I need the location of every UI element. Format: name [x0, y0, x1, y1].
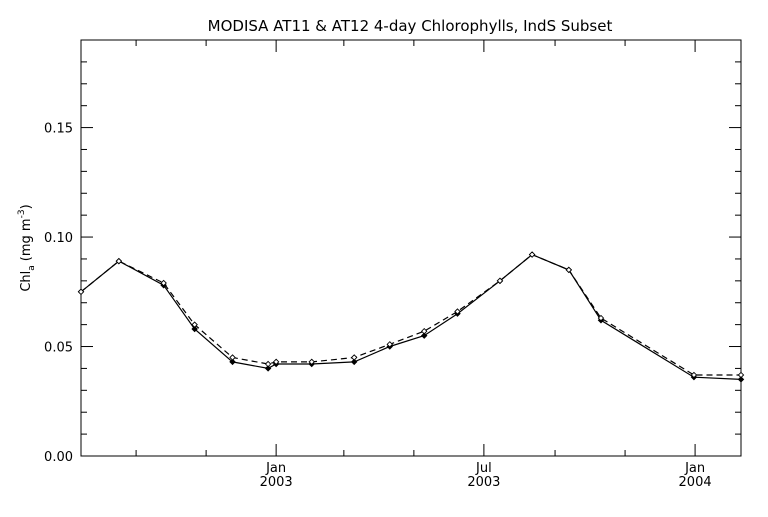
data-point-dashed-series [77, 288, 85, 296]
y-axis-label-close: ) [19, 204, 34, 209]
x-tick-year-label: 2003 [467, 475, 500, 490]
series-line-solid [80, 253, 742, 380]
y-tick-label: 0.05 [44, 341, 73, 356]
data-point-solid-series [229, 358, 236, 366]
data-point-dashed-series [528, 251, 536, 258]
data-point-dashed-series [229, 354, 236, 361]
data-point-dashed-series [264, 360, 272, 368]
data-point-dashed-series [386, 341, 394, 348]
y-tick-label: 0.10 [44, 231, 73, 246]
svg-text:Chla(mg m-3): Chla (mg m-3) [17, 204, 37, 291]
plot-frame [80, 39, 742, 457]
data-point-dashed-series [308, 358, 315, 366]
y-tick-label: 0.15 [44, 122, 73, 137]
x-tick-month-label: Jul [475, 461, 492, 476]
y-axis-label-main: Chl [19, 271, 34, 292]
data-point-dashed-series [160, 279, 167, 287]
data-point-dashed-series [115, 257, 123, 265]
data-point-dashed-series [191, 321, 198, 328]
data-point-dashed-series [496, 277, 504, 285]
data-point-solid-series [264, 365, 272, 372]
y-tick-label: 0.00 [44, 450, 73, 465]
data-point-dashed-series [597, 314, 605, 322]
data-point-dashed-series [350, 354, 358, 361]
data-point-solid-series [420, 332, 428, 339]
x-tick-month-label: Jan [684, 461, 705, 476]
data-point-dashed-series [737, 371, 745, 379]
chart-title: MODISA AT11 & AT12 4-day Chlorophylls, I… [208, 17, 613, 35]
x-tick-year-label: 2003 [260, 475, 293, 490]
x-tick-month-label: Jan [265, 461, 286, 476]
x-tick-year-label: 2004 [679, 475, 712, 490]
y-axis-label-unit: (mg m [19, 218, 34, 261]
y-axis-label-subscript: a [27, 265, 37, 271]
data-point-dashed-series [272, 358, 280, 366]
data-point-solid-series [737, 376, 745, 383]
data-point-dashed-series [454, 308, 461, 315]
data-point-dashed-series [565, 266, 573, 274]
y-axis-label: Chla (mg m-3) [17, 204, 37, 291]
series-layer [77, 251, 745, 383]
data-point-dashed-series [690, 371, 698, 379]
y-axis-label-superscript: -3 [17, 209, 27, 218]
data-point-dashed-series [420, 327, 428, 335]
data-point-solid-series [191, 325, 198, 333]
series-line-dashed [80, 253, 741, 376]
data-point-solid-series [350, 358, 358, 366]
